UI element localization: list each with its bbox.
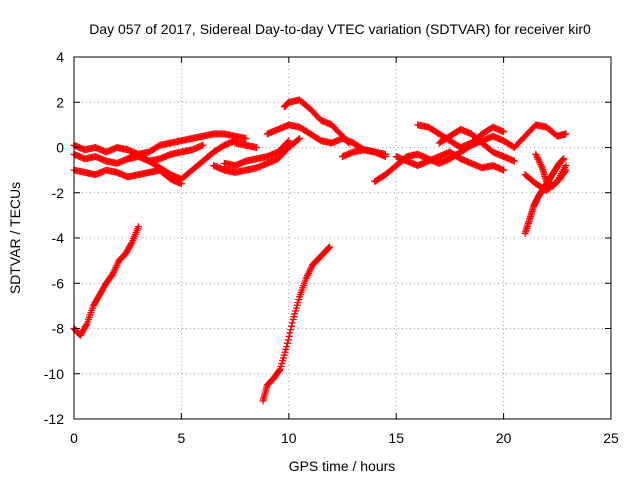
y-tick-label: -12: [44, 411, 64, 427]
x-ticks: 0 5 10 15 20 25: [70, 57, 619, 446]
data-point: [283, 343, 291, 351]
data-point-fill: [294, 136, 302, 144]
data-point: [345, 139, 353, 147]
x-tick-label: 15: [388, 430, 404, 446]
y-axis-label: SDTVAR / TECUs: [7, 182, 23, 294]
series-arc-r: [70, 223, 142, 339]
data-point-fill: [284, 336, 292, 344]
data-points: [70, 96, 570, 405]
grid: [74, 57, 611, 419]
y-tick-label: -2: [52, 185, 65, 201]
data-point-fill: [275, 366, 283, 374]
series-arc-l: [392, 148, 508, 174]
series-arc-q: [521, 162, 570, 194]
x-tick-label: 0: [70, 430, 78, 446]
data-point: [500, 128, 508, 136]
data-point-fill: [127, 240, 135, 248]
data-point-fill: [285, 332, 293, 340]
data-point: [134, 223, 142, 231]
series-arc-n: [435, 125, 518, 165]
data-point: [296, 134, 304, 142]
series-arc-f: [210, 134, 304, 176]
data-point-fill: [287, 326, 295, 334]
data-point: [562, 130, 570, 138]
data-point: [285, 137, 293, 145]
series-arc-j: [339, 146, 389, 161]
series-arc-g: [231, 139, 261, 151]
x-tick-label: 20: [496, 430, 512, 446]
series-arc-m: [414, 121, 508, 151]
y-tick-label: 2: [56, 94, 64, 110]
data-point: [510, 157, 518, 165]
y-tick-label: 0: [56, 140, 64, 156]
x-axis-label: GPS time / hours: [289, 458, 396, 474]
y-ticks: -12 -10 -8 -6 -4 -2 0 2 4: [44, 49, 611, 427]
data-point: [326, 243, 334, 251]
data-point-fill: [288, 319, 296, 327]
data-point: [562, 162, 570, 170]
series-arc-e: [220, 137, 293, 170]
data-point-fill: [283, 339, 291, 347]
series-arc-s: [259, 243, 334, 405]
y-tick-label: -4: [52, 230, 65, 246]
y-tick-label: -10: [44, 366, 64, 382]
series-arc-o: [521, 155, 568, 237]
data-point-fill: [286, 329, 294, 337]
data-point: [253, 144, 261, 151]
series-arc-i: [281, 96, 353, 147]
chart-title: Day 057 of 2017, Sidereal Day-to-day VTE…: [89, 21, 591, 37]
data-point: [560, 155, 568, 163]
y-tick-label: -8: [52, 321, 65, 337]
data-point-fill: [344, 138, 352, 146]
x-tick-label: 10: [281, 430, 297, 446]
y-tick-label: 4: [56, 49, 64, 65]
data-point-fill: [82, 321, 90, 329]
data-point-fill: [287, 322, 295, 330]
x-tick-label: 25: [603, 430, 619, 446]
y-tick-label: -6: [52, 275, 65, 291]
data-point-fill: [283, 138, 291, 146]
data-point: [199, 141, 207, 149]
series-arc-a: [70, 130, 250, 158]
series-arc-d: [124, 137, 239, 183]
data-point: [500, 166, 508, 174]
data-point: [242, 134, 250, 142]
x-tick-label: 5: [178, 430, 186, 446]
data-point: [381, 153, 389, 161]
